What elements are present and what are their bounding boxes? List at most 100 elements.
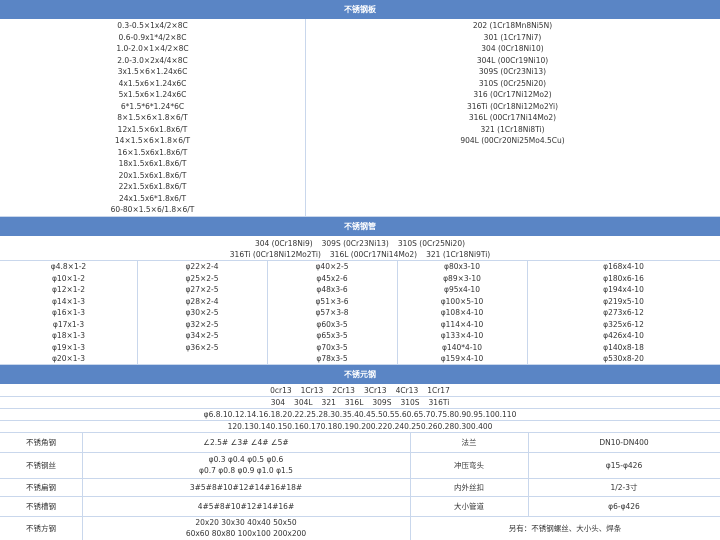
size: 8×1.5×6×1.8×6/T [117, 113, 188, 123]
size: 60-80×1.5×6/1.8×6/T [110, 205, 195, 215]
pipe-size: φ17x1-3 [52, 319, 85, 329]
pipe-size: φ20×1-3 [51, 354, 86, 364]
grade: 321 [321, 397, 336, 407]
diameters: φ6.8.10.12.14.16.18.20.22.25.28.30.35.40… [203, 409, 517, 419]
grade-row: 0cr13 1Cr13 2Cr13 3Cr13 4Cr13 1Cr17 [0, 384, 720, 396]
divider [410, 452, 411, 478]
divider [82, 516, 83, 540]
size: 24x1.5x6*1.8x6/T [118, 193, 187, 203]
grade: 316L (00Cr17Ni14Mo2) [329, 250, 418, 259]
pipe-size: φ65x3-5 [316, 331, 348, 341]
row-value: DN10-DN400 [599, 437, 649, 447]
size: 2.0-3.0×2x4/4×8C [117, 55, 188, 65]
text-line: φ0.7 φ0.8 φ0.9 φ1.0 φ1.5 [199, 466, 293, 475]
pipe-size: φ140x8-18 [603, 342, 644, 352]
row-label: 不锈方钢 [26, 523, 56, 533]
grade: 316Ti [428, 397, 450, 407]
section-header: 不锈钢板 [0, 0, 720, 19]
pipe-size: φ219x5-10 [603, 296, 644, 306]
pipe-size: φ180x6-16 [603, 273, 644, 283]
grade: 304 (0Cr18Ni10) [481, 44, 544, 54]
grade: 310S [400, 397, 420, 407]
pipe-size: φ14×1-3 [51, 296, 86, 306]
pipe-size: φ159×4-10 [440, 354, 484, 364]
row-label: 法兰 [461, 437, 477, 447]
divider [410, 478, 411, 496]
divider [0, 216, 720, 217]
pipe-size: φ530x8-20 [603, 354, 644, 364]
divider [0, 260, 720, 261]
pipe-size: φ168x4-10 [603, 262, 644, 272]
divider [0, 408, 720, 409]
divider [528, 478, 529, 496]
grade: 316 (0Cr17Ni12Mo2) [473, 90, 552, 100]
pipe-size: φ36×2-5 [185, 342, 219, 352]
pipe-size: φ57×3-8 [315, 308, 349, 318]
divider [528, 432, 529, 452]
pipe-size: φ48x3-6 [316, 285, 348, 295]
divider [410, 496, 411, 516]
size: 12x1.5×6x1.8x6/T [117, 124, 188, 134]
divider [0, 432, 720, 433]
row-label: 不锈钢丝 [26, 460, 56, 470]
grade: 202 (1Cr18Mn8Ni5N) [472, 21, 553, 31]
pipe-size: φ426x4-10 [603, 331, 644, 341]
pipe-size: φ27×2-5 [185, 285, 219, 295]
divider [82, 432, 83, 452]
text-line: ∠2.5# ∠3# ∠4# ∠5# [203, 437, 289, 447]
grade: 1Cr13 [300, 385, 324, 395]
row-value: 20x20 30x30 40x40 50x50 60x60 80x80 100x1… [82, 516, 410, 540]
size: 14×1.5×6×1.8×6/T [114, 136, 191, 146]
divider [0, 496, 720, 497]
grade: 904L (00Cr20Ni25Mo4.5Cu) [460, 136, 565, 146]
pipe-size: φ89×3-10 [443, 273, 481, 283]
grade: 3Cr13 [363, 385, 387, 395]
text-line: 20x20 30x30 40x40 50x50 [195, 518, 297, 527]
pipe-size: φ28×2-4 [185, 296, 219, 306]
size: 0.6-0.9x1*4/2×8C [118, 32, 187, 42]
pipe-size: φ22×2-4 [185, 262, 219, 272]
grade: 309S (0Cr23Ni13) [478, 67, 547, 77]
text-line: φ0.3 φ0.4 φ0.5 φ0.6 [208, 455, 284, 464]
divider [0, 452, 720, 453]
size: 4x1.5x6×1.24x6C [118, 78, 187, 88]
size: 20x1.5x6x1.8x6/T [118, 170, 187, 180]
pipe-size: φ273x6-12 [603, 308, 644, 318]
pipe-size: φ78x3-5 [316, 354, 348, 364]
pipe-size: φ51×3-6 [315, 296, 349, 306]
divider [410, 516, 411, 540]
grade-row: 316Ti (0Cr18Ni12Mo2Ti) 316L (00Cr17Ni14Mo… [0, 249, 720, 261]
size: 18x1.5x6x1.8x6/T [118, 159, 187, 169]
row-label: 大小管道 [454, 501, 484, 511]
divider [0, 364, 720, 365]
pipe-size: φ114×4-10 [440, 319, 484, 329]
pipe-size: φ194x4-10 [603, 285, 644, 295]
divider [528, 496, 529, 516]
divider [528, 452, 529, 478]
divider [137, 260, 138, 364]
pipe-size: φ140*4-10 [441, 342, 483, 352]
divider [0, 478, 720, 479]
row-label: 内外丝扣 [454, 482, 484, 492]
row-label: 不锈角钢 [26, 437, 56, 447]
size: 6*1.5*6*1.24*6C [120, 101, 185, 111]
grade: 316Ti (0Cr18Ni12Mo2Yi) [466, 101, 559, 111]
row-label: 不锈槽钢 [26, 501, 56, 511]
section-header: 不锈元钢 [0, 365, 720, 384]
size: 5x1.5x6×1.24x6C [118, 90, 187, 100]
text-line: 60x60 80x80 100x100 200x200 [185, 529, 307, 538]
size: 3x1.5×6×1.24x6C [117, 67, 188, 77]
size: 0.3-0.5×1x4/2×8C [117, 21, 188, 31]
grade: 321 (1Cr18Ni8Ti) [480, 124, 545, 134]
grade: 301 (1Cr17Ni7) [483, 32, 542, 42]
grade: 304L [294, 397, 313, 407]
grade: 304 [270, 397, 286, 407]
divider [0, 396, 720, 397]
row-value: ∠2.5# ∠3# ∠4# ∠5# [82, 432, 410, 452]
pipe-size: φ80x3-10 [444, 262, 480, 272]
divider [82, 452, 83, 478]
size: 16×1.5x6x1.8x6/T [117, 147, 188, 157]
grade: 321 (1Cr18Ni9Ti) [426, 250, 491, 259]
row-value: 1/2-3寸 [610, 482, 638, 492]
